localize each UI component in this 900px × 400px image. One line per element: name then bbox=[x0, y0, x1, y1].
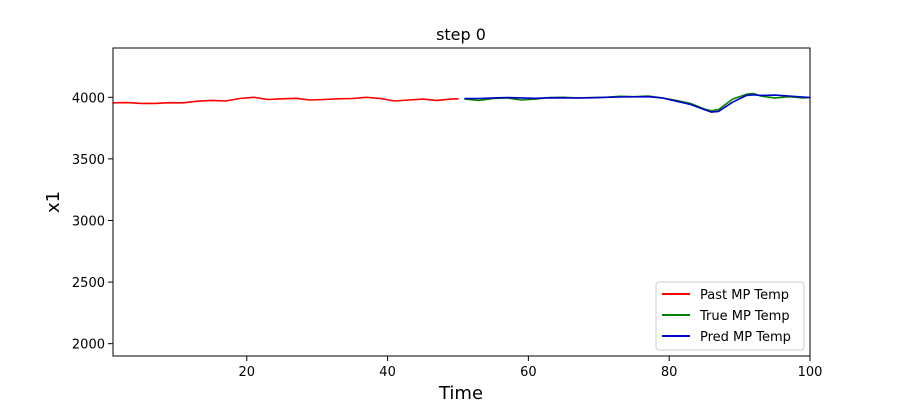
y-tick-label: 2000 bbox=[72, 338, 105, 353]
y-tick-label: 3500 bbox=[72, 153, 105, 168]
series-line-1 bbox=[112, 96, 459, 105]
x-tick-label: 40 bbox=[379, 365, 396, 380]
legend: Past MP Temp True MP Temp Pred MP Temp bbox=[655, 281, 805, 351]
legend-label-3: Pred MP Temp bbox=[700, 330, 791, 345]
legend-label-2: True MP Temp bbox=[699, 309, 790, 324]
legend-label-1: Past MP Temp bbox=[700, 288, 789, 303]
plot-frame bbox=[112, 47, 811, 357]
x-axis-label: Time bbox=[438, 383, 483, 400]
y-axis-ticks: 2000 2500 3000 3500 4000 bbox=[72, 91, 113, 353]
series-lines bbox=[112, 92, 811, 113]
x-tick-label: 20 bbox=[238, 365, 255, 380]
x-tick-label: 80 bbox=[661, 365, 678, 380]
legend-box bbox=[655, 281, 805, 351]
y-tick-label: 3000 bbox=[72, 214, 105, 229]
y-tick-label: 4000 bbox=[72, 91, 105, 106]
x-axis-ticks: 20 40 60 80 100 bbox=[238, 356, 822, 380]
x-tick-label: 60 bbox=[520, 365, 537, 380]
x-tick-label: 100 bbox=[798, 365, 823, 380]
y-axis-label: x1 bbox=[43, 191, 64, 213]
chart-title: step 0 bbox=[436, 25, 486, 44]
y-tick-label: 2500 bbox=[72, 276, 105, 291]
series-line-3 bbox=[464, 94, 811, 113]
